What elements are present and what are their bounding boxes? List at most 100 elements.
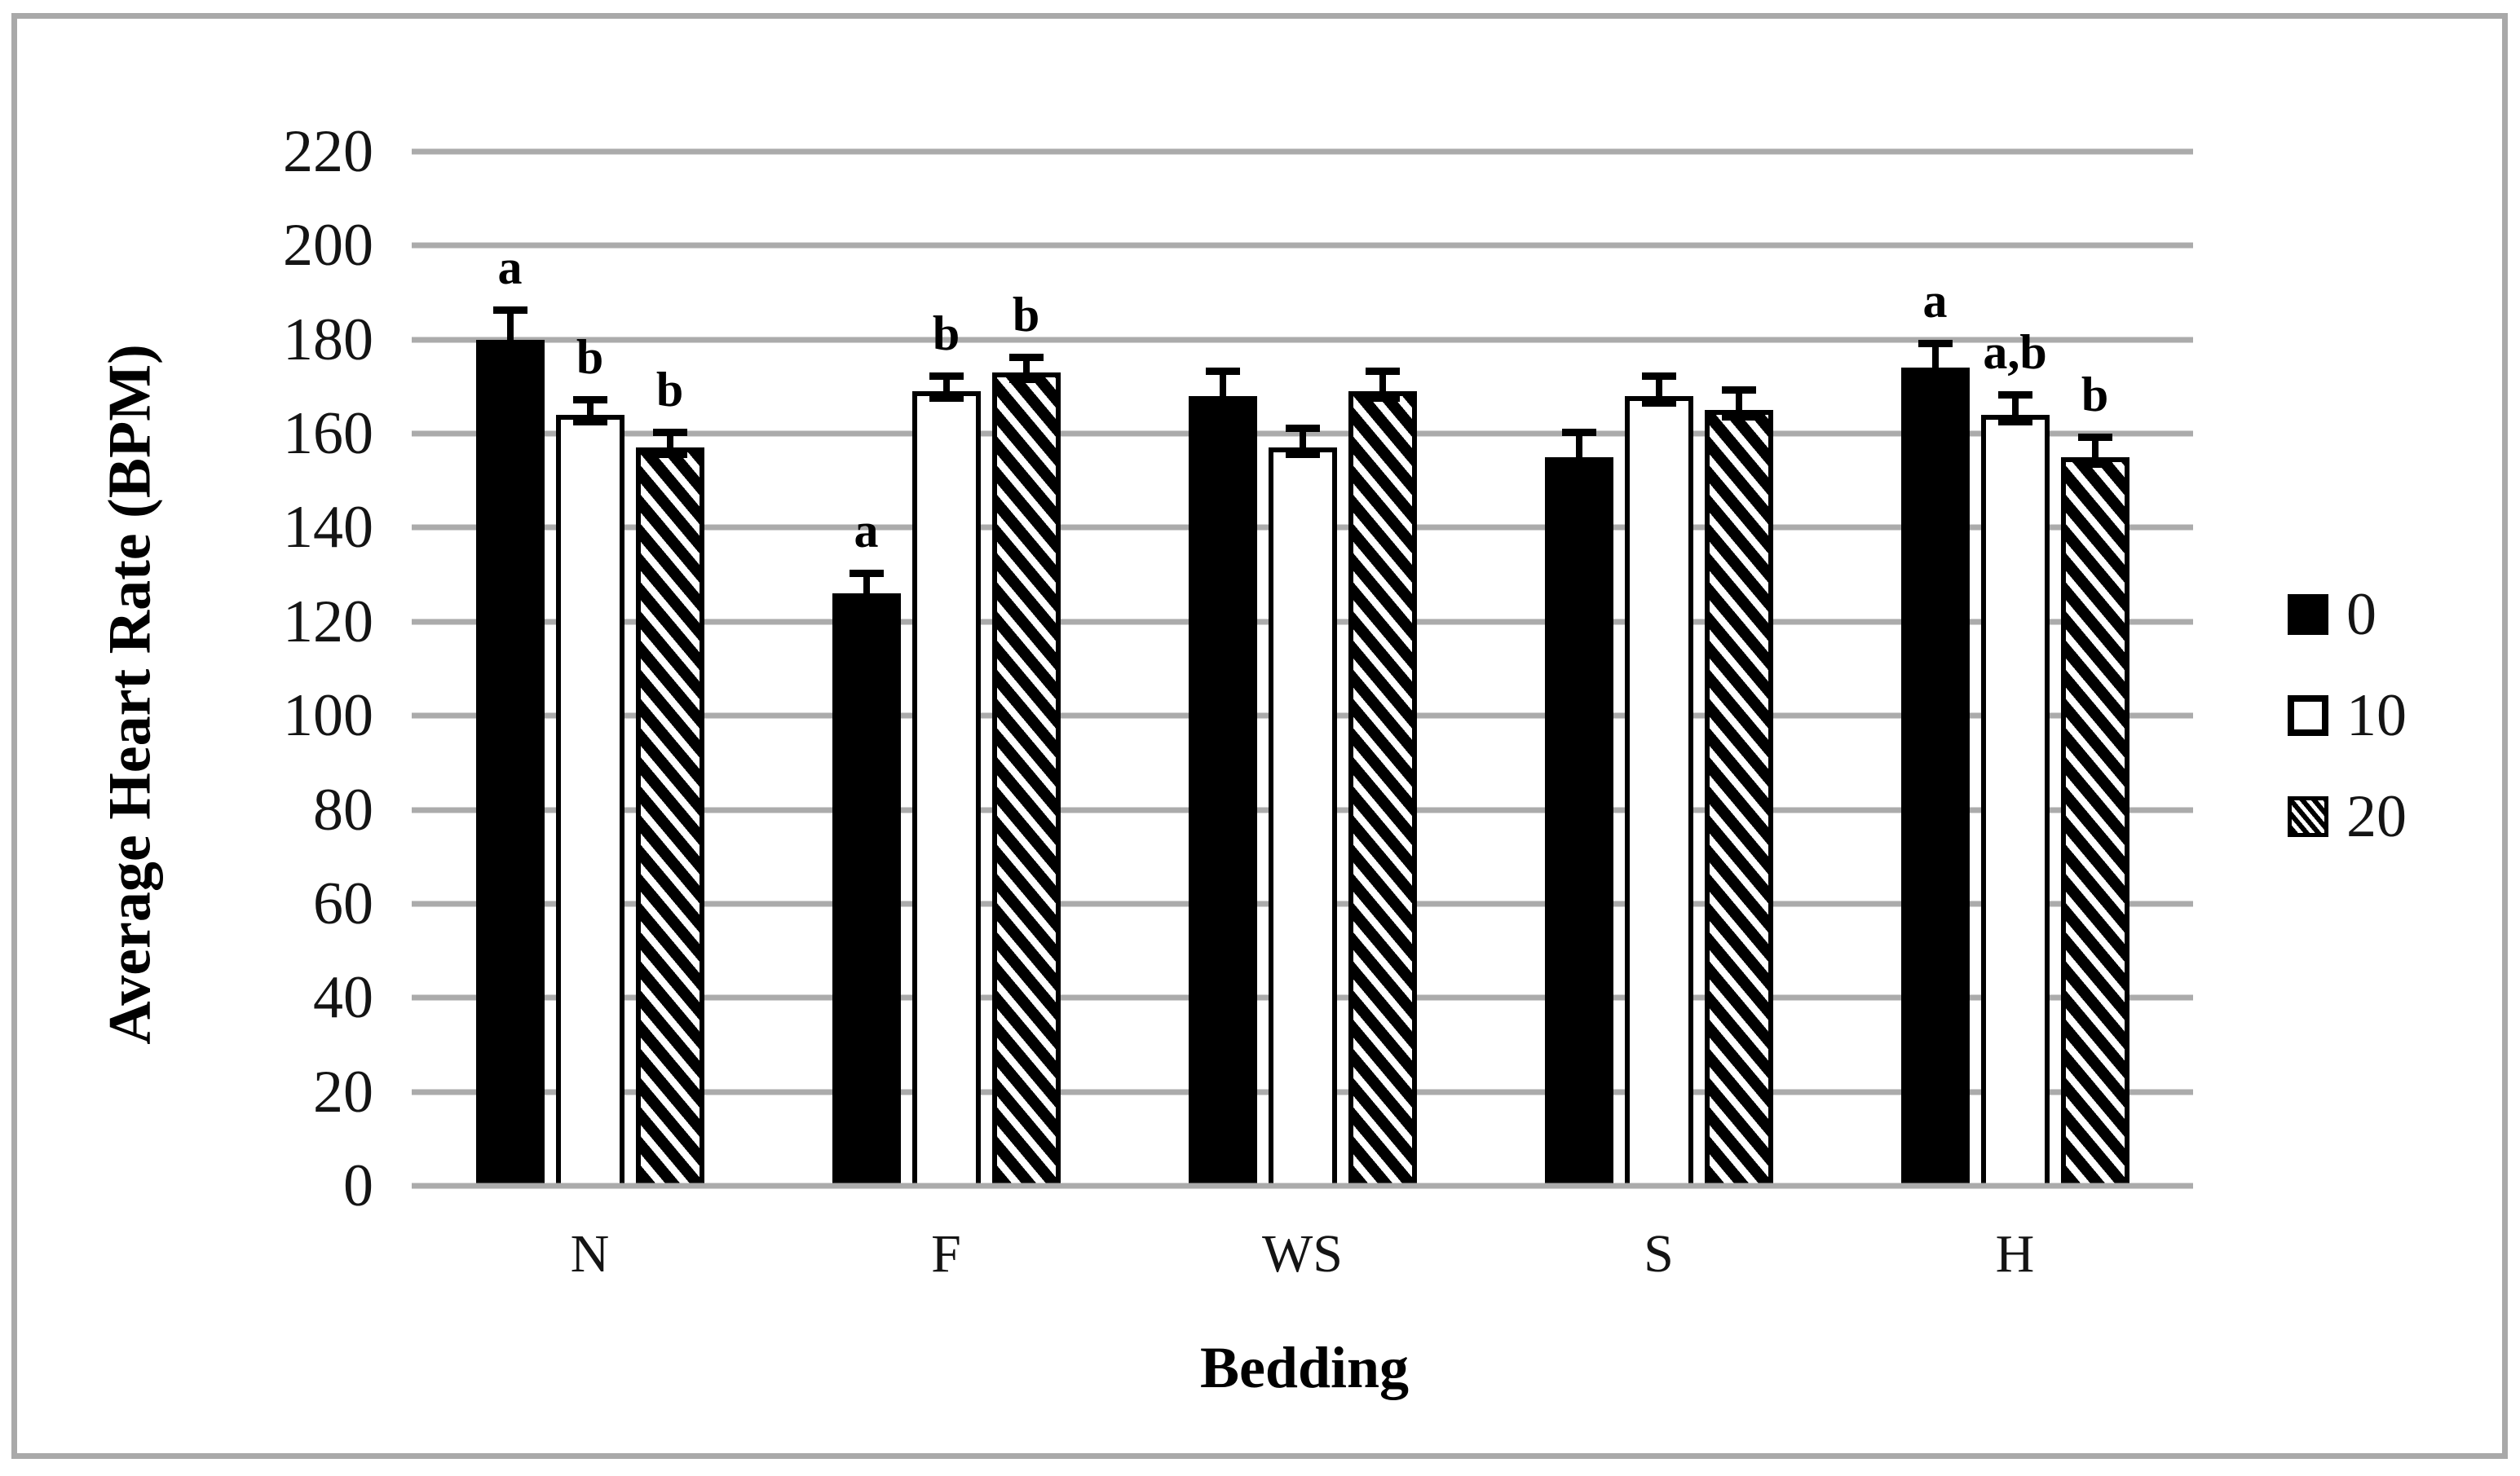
error-bar-top-cap (1721, 386, 1756, 394)
error-bar-top-cap (1918, 339, 1953, 347)
category-label: WS (1262, 1224, 1343, 1284)
error-bar-stem (2011, 397, 2019, 420)
legend-swatch-diagonal-hatch (2288, 796, 2328, 837)
grid-line (412, 242, 2193, 249)
error-bar-stem (586, 401, 594, 420)
significance-letter: b (655, 363, 684, 417)
legend: 0 10 20 (2288, 584, 2407, 897)
error-bar-top-cap (849, 570, 884, 578)
error-bar-stem (2091, 439, 2099, 462)
bar-N-20 (635, 447, 704, 1188)
error-bar-top-cap (1205, 368, 1240, 376)
bar-WS-0 (1188, 395, 1257, 1188)
y-tick-label: 140 (283, 494, 373, 562)
error-bar-bottom-cap (929, 394, 964, 403)
error-bar-top-cap (1285, 424, 1320, 432)
significance-letter: b (2081, 368, 2109, 422)
significance-letter: a (854, 504, 879, 558)
category-label: F (931, 1224, 961, 1284)
y-tick-label: 0 (343, 1152, 373, 1219)
grid-line (412, 148, 2193, 155)
error-bar-stem (1735, 392, 1742, 416)
significance-letter: a (1922, 273, 1948, 328)
y-tick-label: 160 (283, 400, 373, 468)
legend-label: 20 (2346, 783, 2407, 850)
error-bar-stem (1299, 430, 1306, 453)
bar-H-10 (1980, 415, 2050, 1188)
y-tick-label: 200 (283, 212, 373, 280)
error-bar-bottom-cap (1205, 399, 1240, 407)
legend-row: 0 (2288, 584, 2407, 645)
error-bar-bottom-cap (492, 342, 527, 350)
error-bar-top-cap (1997, 391, 2032, 399)
x-axis-baseline (412, 1183, 2193, 1189)
error-bar-top-cap (1365, 368, 1400, 376)
error-bar-bottom-cap (2077, 460, 2112, 468)
legend-swatch-white-outlined (2288, 695, 2328, 736)
category-label: N (570, 1224, 610, 1284)
error-bar-top-cap (572, 395, 607, 403)
legend-label: 10 (2346, 682, 2407, 749)
error-bar-top-cap (1641, 372, 1676, 381)
significance-letter: a (497, 240, 523, 295)
error-bar-stem (942, 378, 950, 397)
significance-letter: b (932, 306, 960, 361)
category-label: H (1995, 1224, 2035, 1284)
error-bar-bottom-cap (1721, 413, 1756, 421)
y-tick-label: 40 (313, 964, 373, 1032)
error-bar-bottom-cap (1918, 371, 1953, 379)
y-tick-label: 120 (283, 588, 373, 655)
bar-WS-10 (1268, 447, 1337, 1188)
error-bar-stem (666, 434, 673, 453)
error-bar-bottom-cap (652, 451, 687, 459)
bar-F-0 (832, 593, 901, 1188)
error-bar-stem (1575, 434, 1582, 462)
y-tick-label: 80 (313, 776, 373, 844)
bar-H-20 (2060, 456, 2129, 1188)
legend-swatch-solid-black (2288, 594, 2328, 635)
x-axis-title: Bedding (1199, 1335, 1410, 1400)
error-bar-stem (863, 575, 870, 599)
bar-WS-20 (1348, 391, 1417, 1188)
y-tick-label: 100 (283, 682, 373, 750)
error-bar-bottom-cap (572, 418, 607, 426)
bar-S-0 (1544, 456, 1613, 1188)
y-tick-label: 20 (313, 1058, 373, 1126)
grid-line (412, 337, 2193, 343)
error-bar-bottom-cap (1641, 399, 1676, 407)
error-bar-stem (1379, 373, 1386, 397)
bar-F-10 (911, 391, 981, 1188)
error-bar-bottom-cap (1365, 394, 1400, 403)
significance-letter: b (576, 329, 604, 384)
error-bar-bottom-cap (849, 597, 884, 605)
error-bar-bottom-cap (1997, 418, 2032, 426)
bar-N-10 (555, 415, 624, 1188)
error-bar-top-cap (1008, 354, 1044, 362)
y-tick-label: 180 (283, 306, 373, 373)
bar-H-0 (1900, 368, 1970, 1188)
error-bar-top-cap (1561, 429, 1596, 437)
error-bar-stem (1931, 345, 1939, 373)
bar-S-10 (1624, 395, 1693, 1188)
legend-row: 20 (2288, 786, 2407, 847)
error-bar-bottom-cap (1285, 451, 1320, 459)
error-bar-stem (1022, 359, 1030, 378)
bar-N-0 (475, 339, 545, 1188)
error-bar-stem (1655, 378, 1662, 401)
error-bar-bottom-cap (1561, 460, 1596, 468)
bar-F-20 (991, 372, 1061, 1188)
error-bar-top-cap (652, 429, 687, 437)
error-bar-stem (1219, 373, 1226, 401)
significance-letter: a,b (1983, 325, 2047, 380)
bar-S-20 (1704, 410, 1773, 1188)
y-tick-label: 60 (313, 870, 373, 937)
error-bar-top-cap (929, 372, 964, 381)
category-label: S (1644, 1224, 1674, 1284)
legend-label: 0 (2346, 581, 2377, 648)
error-bar-bottom-cap (1008, 376, 1044, 384)
legend-row: 10 (2288, 685, 2407, 746)
y-tick-label: 220 (283, 118, 373, 185)
error-bar-stem (506, 312, 514, 345)
significance-letter: b (1012, 288, 1040, 342)
